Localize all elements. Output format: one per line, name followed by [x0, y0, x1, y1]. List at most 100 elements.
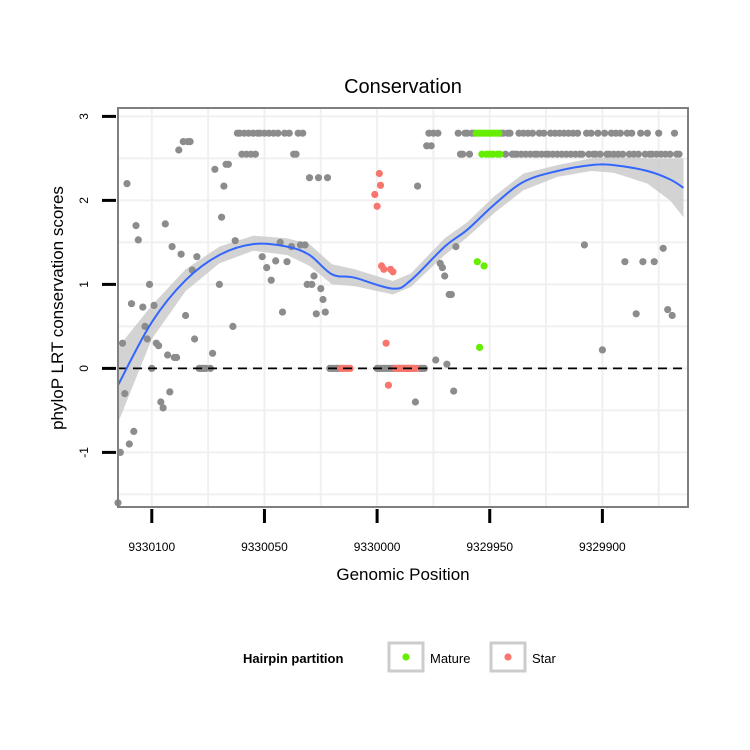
- data-point-other: [150, 301, 158, 309]
- y-tick-label: 2: [77, 197, 91, 204]
- data-point-other: [173, 353, 181, 362]
- data-point-other: [211, 165, 219, 173]
- data-point-other: [164, 351, 172, 359]
- x-tick-label: 9330050: [241, 540, 288, 554]
- data-point-other: [650, 258, 658, 266]
- data-point-star: [412, 364, 421, 372]
- data-point-other: [125, 440, 133, 448]
- data-point-star: [373, 202, 381, 210]
- data-point-other: [450, 387, 458, 395]
- data-point-other: [616, 129, 625, 137]
- data-point-other: [285, 129, 293, 137]
- data-point-other: [587, 129, 595, 137]
- x-tick-label: 9330000: [354, 540, 401, 554]
- data-point-other: [161, 220, 169, 228]
- data-point-other: [193, 253, 201, 261]
- data-point-other: [305, 174, 314, 182]
- legend-label-star: Star: [532, 651, 557, 666]
- data-point-other: [134, 236, 142, 244]
- data-point-other: [231, 237, 239, 245]
- data-point-other: [168, 243, 176, 251]
- data-point-other: [177, 250, 185, 258]
- data-point-other: [283, 258, 291, 266]
- data-point-other: [218, 213, 226, 221]
- y-tick-label: 3: [77, 113, 91, 120]
- data-point-star: [375, 169, 383, 178]
- data-point-mature: [473, 258, 481, 266]
- data-point-other: [186, 138, 194, 146]
- data-point-other: [506, 129, 514, 137]
- data-point-other: [132, 222, 140, 230]
- data-point-other: [666, 150, 674, 158]
- loess-smooth-line: [117, 163, 685, 386]
- data-point-other: [251, 150, 259, 158]
- data-point-other: [628, 129, 636, 137]
- data-point-other: [258, 253, 266, 261]
- data-point-other: [278, 308, 287, 316]
- data-point-mature: [496, 150, 504, 158]
- y-tick-label: 1: [77, 281, 91, 288]
- data-point-other: [540, 129, 548, 137]
- x-tick-label: 9329950: [466, 540, 513, 554]
- data-point-star: [371, 190, 379, 199]
- data-point-other: [601, 129, 609, 137]
- data-point-other: [659, 244, 667, 252]
- data-point-other: [670, 129, 679, 137]
- data-point-other: [621, 258, 629, 266]
- data-point-other: [141, 322, 149, 330]
- data-point-other: [596, 150, 604, 158]
- data-point-mature: [495, 129, 503, 137]
- data-point-other: [220, 182, 228, 190]
- data-point-other: [594, 129, 602, 137]
- panel-background: [118, 108, 688, 507]
- legend: Hairpin partition Mature Star: [243, 641, 557, 673]
- data-point-other: [664, 306, 672, 314]
- data-point-other: [121, 390, 129, 398]
- data-point-other: [130, 427, 138, 435]
- data-point-other: [314, 174, 323, 182]
- data-point-other: [267, 276, 275, 284]
- data-point-star: [380, 265, 388, 273]
- data-point-other: [438, 264, 446, 272]
- data-point-other: [301, 241, 309, 249]
- data-point-star: [376, 181, 385, 189]
- data-point-other: [274, 129, 282, 137]
- data-point-other: [308, 280, 316, 288]
- data-point-star: [389, 268, 397, 276]
- legend-title: Hairpin partition: [243, 651, 343, 666]
- data-point-other: [432, 356, 440, 364]
- data-point-other: [452, 243, 460, 251]
- data-point-other: [411, 398, 419, 406]
- data-point-other: [310, 272, 318, 280]
- data-point-other: [145, 280, 154, 288]
- data-point-other: [155, 342, 163, 350]
- data-point-other: [321, 308, 329, 316]
- data-point-other: [292, 150, 300, 158]
- y-axis-title: phyloP LRT conservation scores: [48, 186, 67, 430]
- data-point-other: [123, 180, 131, 188]
- data-point-other: [139, 303, 147, 311]
- data-point-other: [639, 258, 647, 266]
- data-point-other: [323, 174, 332, 182]
- data-point-other: [157, 398, 165, 406]
- data-point-star: [384, 381, 392, 389]
- data-point-other: [215, 280, 223, 288]
- data-point-other: [272, 257, 280, 265]
- chart-title: Conservation: [344, 76, 462, 98]
- data-point-other: [619, 150, 627, 158]
- data-point-star: [382, 339, 390, 347]
- legend-marker-mature: [402, 653, 410, 661]
- data-point-other: [578, 150, 586, 158]
- data-point-other: [317, 285, 325, 293]
- data-point-other: [465, 150, 474, 158]
- data-point-other: [668, 311, 676, 320]
- data-point-other: [441, 272, 449, 280]
- data-point-other: [299, 129, 307, 137]
- smooth-confidence-band: [118, 156, 684, 423]
- panel-border: [117, 107, 689, 508]
- data-point-other: [229, 322, 237, 330]
- data-point-other: [175, 146, 183, 154]
- data-point-other: [528, 129, 537, 137]
- data-point-other: [127, 300, 136, 308]
